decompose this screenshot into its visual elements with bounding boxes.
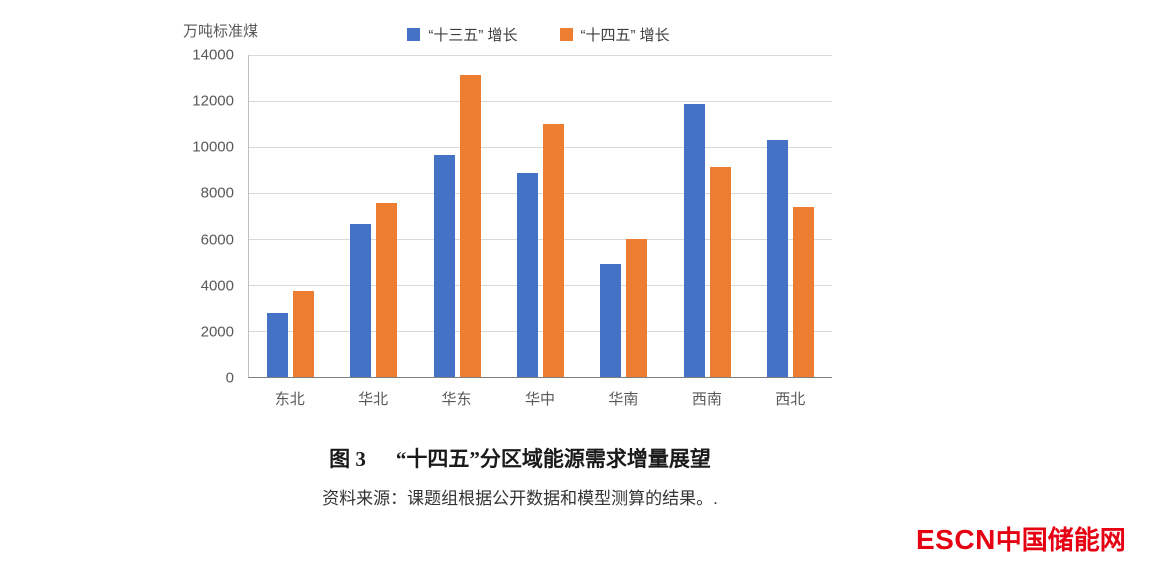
bar-group xyxy=(749,55,832,377)
x-tick-label: 华北 xyxy=(358,391,389,408)
bar-group xyxy=(332,55,415,377)
y-tick-label: 10000 xyxy=(192,138,234,156)
source-note: 资料来源：课题组根据公开数据和模型测算的结果。. xyxy=(322,489,718,508)
legend-swatch-icon xyxy=(407,28,421,41)
legend-item: “十四五” 增长 xyxy=(559,24,670,45)
x-tick-label: 华中 xyxy=(524,391,555,408)
bar xyxy=(600,264,622,377)
bar xyxy=(626,239,648,377)
bar xyxy=(376,203,398,377)
bar-group xyxy=(499,55,582,377)
x-tick-label: 东北 xyxy=(274,391,305,408)
legend-swatch-icon xyxy=(559,28,573,41)
x-axis-labels: 东北 华北 华东 华中 华南 西南 西北 xyxy=(248,388,832,409)
y-tick-label: 4000 xyxy=(200,277,234,295)
bar xyxy=(792,206,814,377)
bar xyxy=(433,155,455,377)
y-axis-ticks: 0 2000 4000 6000 8000 10000 12000 14000 xyxy=(160,47,240,387)
gridline xyxy=(249,193,832,194)
legend-label: “十四五” 增长 xyxy=(580,27,670,44)
figure-number: 图 3 xyxy=(329,447,366,471)
bar-group xyxy=(249,55,332,377)
legend-label: “十三五” 增长 xyxy=(428,27,518,44)
gridline xyxy=(249,285,832,286)
bar xyxy=(459,74,481,377)
y-tick-label: 0 xyxy=(225,369,234,387)
logo-cn-text: 中国储能网 xyxy=(995,525,1126,555)
logo-escn-text: ESCN xyxy=(916,524,996,555)
x-tick-label: 华南 xyxy=(608,391,639,408)
chart-legend: “十三五” 增长 “十四五” 增长 xyxy=(245,24,832,45)
gridline xyxy=(249,147,832,148)
bar xyxy=(683,104,705,377)
figure-caption: 图 3 “十四五”分区域能源需求增量展望 xyxy=(120,443,920,473)
y-tick-label: 14000 xyxy=(192,46,234,64)
legend-item: “十三五” 增长 xyxy=(407,24,518,45)
gridline xyxy=(249,55,832,56)
bar xyxy=(350,224,372,377)
x-tick-label: 华东 xyxy=(441,391,472,408)
bar-group xyxy=(665,55,748,377)
gridline xyxy=(249,239,832,240)
bar xyxy=(293,290,315,377)
gridline xyxy=(249,101,832,102)
plot-area xyxy=(248,55,832,378)
y-tick-label: 6000 xyxy=(200,231,234,249)
figure-title: “十四五”分区域能源需求增量展望 xyxy=(395,447,711,471)
bar xyxy=(709,166,731,377)
y-tick-label: 2000 xyxy=(200,323,234,341)
escn-logo: ESCN中国储能网 xyxy=(916,520,1126,557)
bar-series xyxy=(249,55,832,377)
bar-group xyxy=(416,55,499,377)
x-tick-label: 西南 xyxy=(691,391,722,408)
bar xyxy=(267,312,289,377)
y-tick-label: 12000 xyxy=(192,92,234,110)
y-tick-label: 8000 xyxy=(200,184,234,202)
x-tick-label: 西北 xyxy=(775,391,806,408)
y-axis-label: 万吨标准煤 xyxy=(183,23,259,40)
bar xyxy=(766,140,788,377)
bar xyxy=(516,173,538,377)
bar xyxy=(542,124,564,377)
gridline xyxy=(249,331,832,332)
bar-group xyxy=(582,55,665,377)
